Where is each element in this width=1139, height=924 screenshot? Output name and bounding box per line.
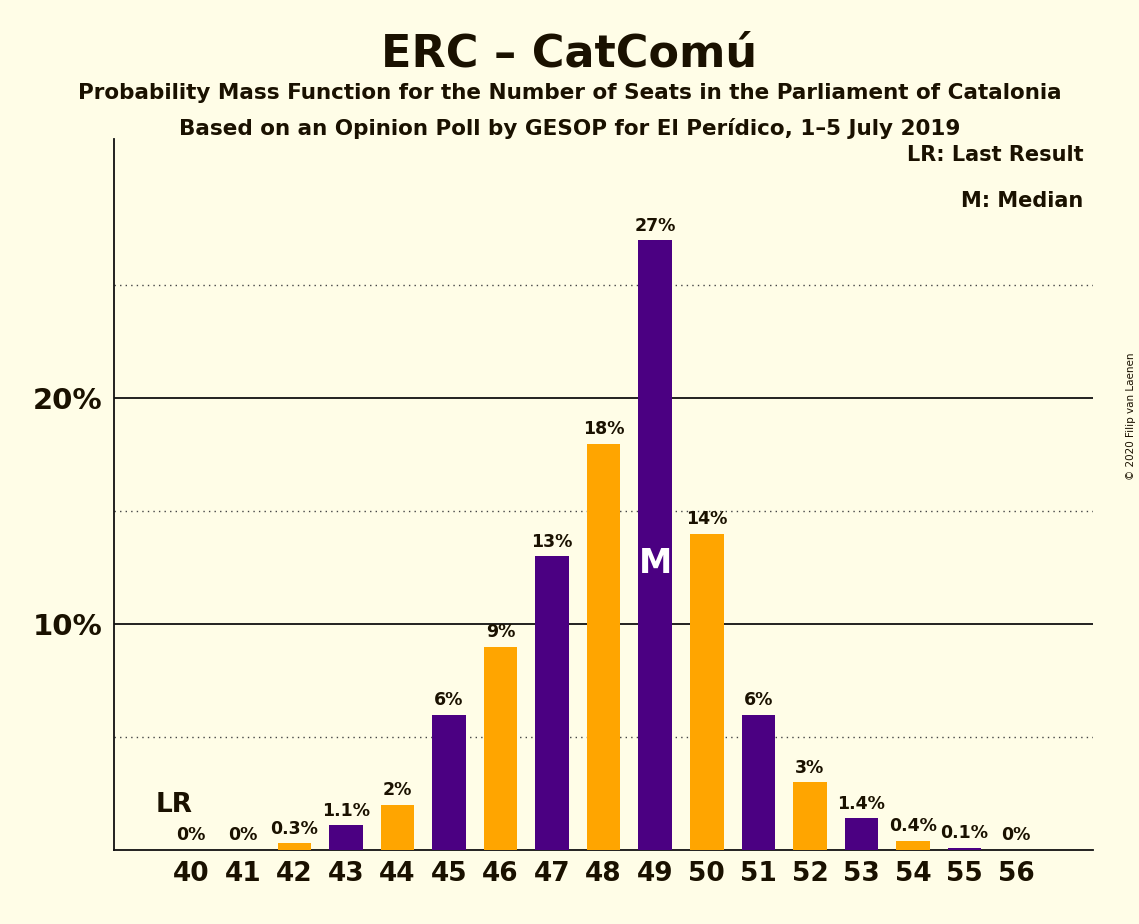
Text: 6%: 6%: [434, 691, 464, 709]
Text: 0.4%: 0.4%: [890, 818, 937, 835]
Text: M: M: [639, 547, 672, 580]
Text: 9%: 9%: [486, 623, 515, 641]
Text: 1.4%: 1.4%: [837, 795, 885, 813]
Bar: [380, 805, 415, 850]
Bar: [690, 534, 723, 850]
Text: Probability Mass Function for the Number of Seats in the Parliament of Catalonia: Probability Mass Function for the Number…: [77, 83, 1062, 103]
Text: © 2020 Filip van Laenen: © 2020 Filip van Laenen: [1126, 352, 1136, 480]
Bar: [329, 825, 362, 850]
Text: LR: Last Result: LR: Last Result: [907, 145, 1083, 165]
Text: M: Median: M: Median: [961, 190, 1083, 211]
Bar: [845, 819, 878, 850]
Text: 1.1%: 1.1%: [322, 802, 370, 820]
Bar: [484, 647, 517, 850]
Text: 0%: 0%: [177, 826, 206, 845]
Text: ERC – CatComú: ERC – CatComú: [382, 32, 757, 76]
Text: 0.1%: 0.1%: [941, 824, 989, 842]
Text: Based on an Opinion Poll by GESOP for El Perídico, 1–5 July 2019: Based on an Opinion Poll by GESOP for El…: [179, 118, 960, 140]
Text: 14%: 14%: [686, 510, 728, 529]
Text: 0%: 0%: [1001, 826, 1031, 845]
Bar: [587, 444, 621, 850]
Text: LR: LR: [155, 793, 192, 819]
Bar: [432, 714, 466, 850]
Text: 2%: 2%: [383, 782, 412, 799]
Text: 6%: 6%: [744, 691, 773, 709]
Bar: [639, 240, 672, 850]
Text: 3%: 3%: [795, 759, 825, 777]
Text: 0%: 0%: [228, 826, 257, 845]
Bar: [741, 714, 775, 850]
Bar: [793, 783, 827, 850]
Bar: [535, 556, 568, 850]
Text: 18%: 18%: [583, 419, 624, 438]
Bar: [948, 848, 982, 850]
Text: 0.3%: 0.3%: [270, 820, 318, 838]
Bar: [896, 841, 929, 850]
Text: 13%: 13%: [532, 533, 573, 551]
Text: 27%: 27%: [634, 216, 675, 235]
Bar: [278, 844, 311, 850]
